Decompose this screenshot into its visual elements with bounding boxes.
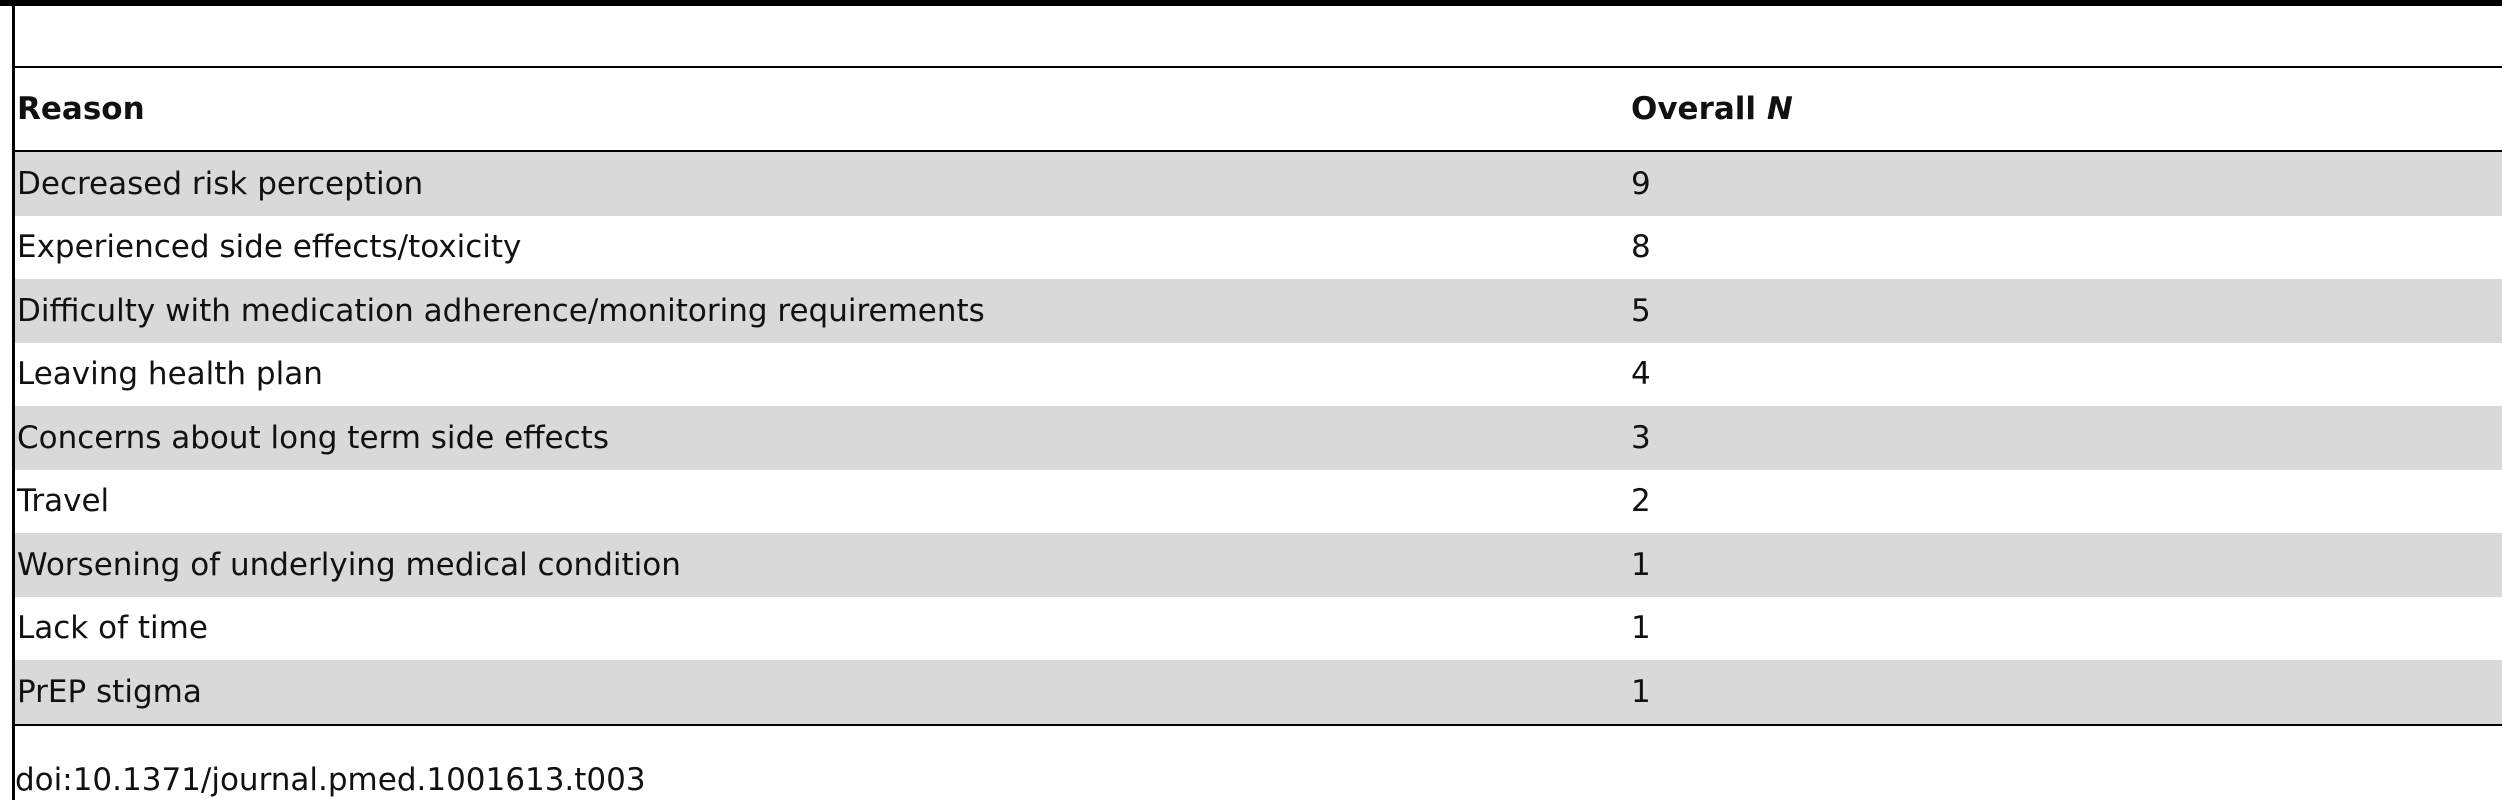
table-cell: Leaving health plan	[17, 356, 323, 393]
table-row: Decreased risk perception 9	[15, 152, 2502, 216]
table-cell: Decreased risk perception	[17, 165, 424, 202]
table-cell: 3	[1631, 419, 1651, 456]
table-cell: Difficulty with medication adherence/mon…	[17, 292, 985, 329]
table-cell: Lack of time	[17, 610, 208, 647]
header-text: Overall	[1631, 91, 1757, 127]
table-row: Experienced side effects/toxicity 8	[15, 216, 2502, 280]
table: Reason Overall N Decreased risk percepti…	[15, 66, 2502, 726]
table-cell: 9	[1631, 165, 1651, 202]
table-row: PrEP stigma 1	[15, 660, 2502, 724]
header-cell: Overall N	[1631, 91, 1793, 127]
top-rule	[0, 0, 2502, 6]
table-row: Worsening of underlying medical conditio…	[15, 533, 2502, 597]
table-cell: 1	[1631, 546, 1651, 583]
table-row: Travel 2	[15, 470, 2502, 534]
table-row: Leaving health plan 4	[15, 343, 2502, 407]
table-cell: Experienced side effects/toxicity	[17, 229, 522, 266]
table-header: Reason Overall N	[15, 66, 2502, 152]
table-row: Concerns about long term side effects 3	[15, 406, 2502, 470]
table-body: Decreased risk perception 9 Experienced si…	[15, 152, 2502, 726]
table-row: Lack of time 1	[15, 597, 2502, 661]
table-cell: Travel	[17, 483, 110, 520]
table-row: Difficulty with medication adherence/mon…	[15, 279, 2502, 343]
table-cell: 1	[1631, 673, 1651, 710]
table-cell: Concerns about long term side effects	[17, 419, 609, 456]
table-cell: 8	[1631, 229, 1651, 266]
header-italic: N	[1766, 91, 1793, 127]
table-cell: Worsening of underlying medical conditio…	[17, 546, 681, 583]
table-cell: 1	[1631, 610, 1651, 647]
table-cell: PrEP stigma	[17, 673, 202, 710]
table-cell: 5	[1631, 292, 1651, 329]
table-cell: 4	[1631, 356, 1651, 393]
header-cell: Reason	[17, 91, 145, 127]
left-rule	[12, 0, 15, 800]
doi-footer: doi:10.1371/journal.pmed.1001613.t003	[15, 762, 646, 798]
table-cell: 2	[1631, 483, 1651, 520]
